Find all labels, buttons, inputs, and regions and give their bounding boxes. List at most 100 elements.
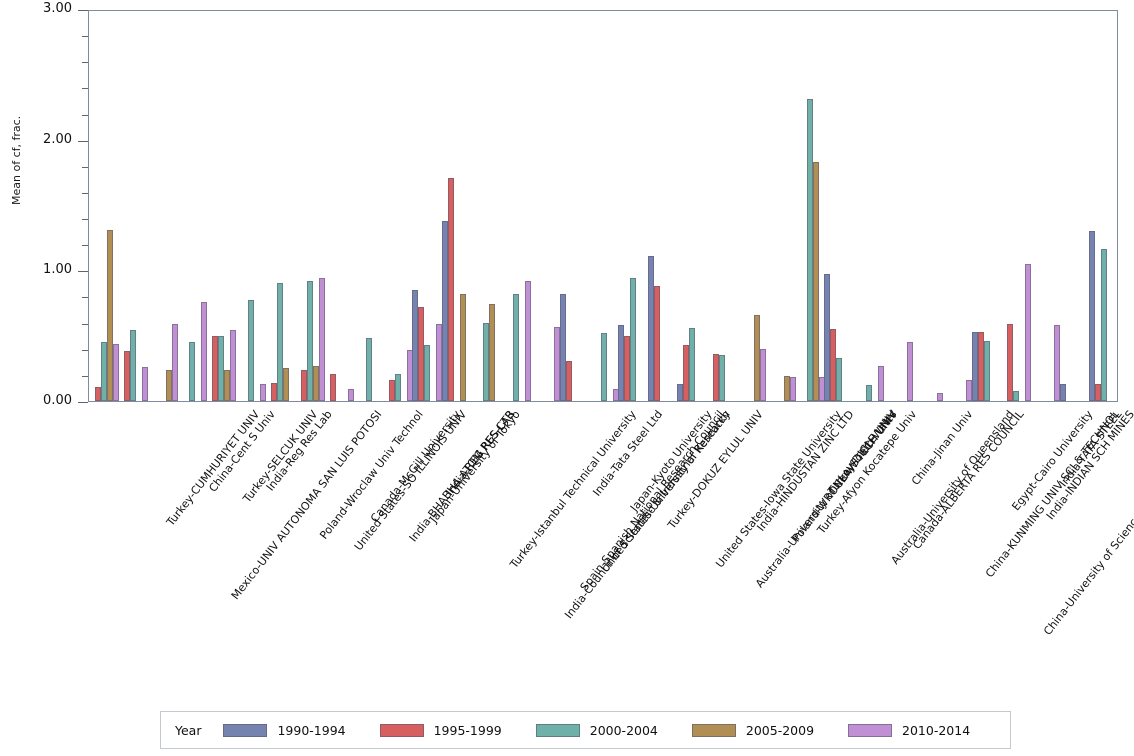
bar	[1054, 325, 1061, 401]
legend-label: 2010-2014	[902, 722, 971, 738]
bar	[624, 335, 631, 401]
bars-layer	[89, 11, 1117, 401]
bar-group	[618, 11, 648, 401]
bar	[824, 274, 831, 401]
bar-group	[354, 11, 384, 401]
legend-item[interactable]: 2000-2004	[535, 722, 658, 738]
bar	[830, 329, 837, 401]
legend-swatch	[691, 723, 736, 737]
bar	[418, 306, 425, 401]
bar	[271, 382, 278, 401]
bar-group	[265, 11, 295, 401]
bar	[647, 255, 654, 401]
y-tick-major	[78, 402, 88, 403]
bar-group	[971, 11, 1002, 401]
legend-swatch	[379, 723, 424, 737]
legend-label: 1995-1999	[433, 722, 502, 738]
bar	[218, 335, 225, 401]
y-tick-minor	[82, 219, 88, 221]
bar	[230, 330, 237, 401]
legend-swatch	[535, 723, 580, 737]
y-tick-minor	[82, 375, 88, 377]
bar-group	[559, 11, 590, 401]
bar	[224, 369, 231, 401]
bar-group	[589, 11, 619, 401]
legend-swatch	[223, 723, 268, 737]
bar	[306, 280, 313, 401]
bar	[1089, 231, 1096, 401]
y-tick-label: 1.00	[43, 262, 72, 278]
bar	[1059, 384, 1066, 401]
bar-group	[1030, 11, 1061, 401]
bar	[865, 385, 872, 401]
bar	[412, 289, 419, 401]
bar-group	[236, 11, 266, 401]
bar	[1101, 249, 1108, 401]
bar	[677, 384, 684, 401]
y-tick-major	[78, 10, 88, 11]
bar	[441, 220, 448, 401]
bar	[807, 99, 813, 401]
bar-group	[677, 11, 707, 401]
legend-item[interactable]: 2010-2014	[848, 723, 970, 738]
bar	[836, 357, 843, 401]
bar	[760, 348, 767, 401]
bar	[277, 283, 284, 401]
bar	[124, 351, 131, 401]
legend-label: 2000-2004	[589, 722, 658, 738]
bar-group	[295, 11, 325, 401]
y-tick-major	[78, 140, 88, 142]
bar	[565, 360, 572, 401]
plot-area	[88, 10, 1118, 402]
bar	[330, 373, 337, 401]
x-axis-tick-label: Canada-ALBERTA RES COUNCIL	[910, 408, 1027, 552]
bar	[977, 331, 984, 401]
bar	[689, 327, 696, 401]
y-tick-minor	[82, 166, 88, 168]
bar	[1013, 390, 1019, 401]
bar	[318, 278, 325, 401]
x-axis-labels: Turkey-CUMHURIYET UNIV Mexico-UNIV AUTONO…	[0, 404, 1134, 704]
bar-group	[766, 11, 796, 401]
bar	[300, 369, 307, 401]
bar	[936, 393, 943, 401]
legend-item[interactable]: 1990-1994	[223, 723, 346, 738]
bar-group	[89, 11, 119, 401]
bar	[754, 314, 761, 401]
bar	[683, 344, 690, 401]
bar	[971, 331, 978, 401]
bar	[247, 300, 254, 401]
bar	[106, 229, 113, 401]
legend-item[interactable]: 1995-1999	[379, 722, 502, 738]
bar-group	[471, 11, 501, 401]
bar	[983, 340, 990, 401]
bar	[483, 322, 490, 401]
legend-swatch	[848, 723, 893, 737]
bar	[424, 344, 431, 401]
y-tick-label: 2.00	[43, 131, 72, 147]
bar-group	[854, 11, 884, 401]
bar	[447, 177, 454, 401]
bar	[877, 365, 884, 401]
bar	[459, 293, 466, 401]
bar-group	[1001, 11, 1031, 401]
bar	[189, 342, 195, 401]
legend: Year 1990-1994 1995-1999 2000-2004 2005-200…	[160, 711, 1011, 749]
y-tick-minor	[82, 349, 88, 351]
bar	[365, 338, 372, 401]
y-tick-label: 0.00	[43, 393, 72, 408]
y-tick-minor	[82, 323, 88, 325]
bar	[712, 353, 719, 401]
bar	[312, 365, 319, 401]
legend-title: Year	[175, 722, 202, 738]
bar	[112, 343, 119, 401]
x-axis-tick-label: Turkey-CUMHURIYET UNIV	[163, 408, 262, 529]
bar	[653, 286, 660, 401]
bar-group	[913, 11, 943, 401]
bar	[130, 330, 137, 401]
y-tick-minor	[82, 114, 88, 116]
bar	[813, 161, 819, 401]
bar	[559, 293, 566, 401]
y-tick-minor	[82, 88, 88, 90]
legend-item[interactable]: 2005-2009	[691, 723, 814, 738]
